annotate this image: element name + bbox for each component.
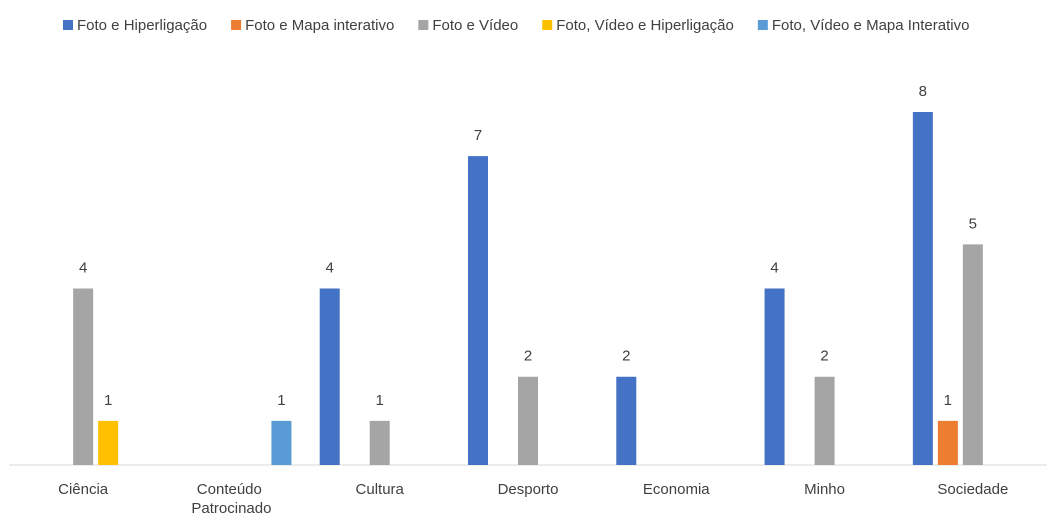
data-label: 5 [969, 215, 977, 232]
x-tick-label: Ciência [58, 481, 109, 498]
data-label: 1 [277, 392, 285, 409]
data-label: 2 [524, 348, 532, 365]
bar [468, 156, 488, 465]
data-label: 7 [474, 127, 482, 144]
x-tick-label: Economia [643, 481, 710, 498]
legend-label: Foto, Vídeo e Mapa Interativo [772, 17, 970, 34]
bar [98, 420, 119, 465]
bar [518, 376, 538, 465]
data-label: 4 [79, 259, 87, 276]
x-tick-label: Conteúdo Patrocinado [191, 481, 271, 515]
x-tick-label: Cultura [356, 481, 405, 498]
x-tick-label: Sociedade [937, 481, 1008, 498]
bar [616, 376, 637, 465]
legend-swatch [418, 20, 429, 30]
x-tick-label: Minho [804, 481, 845, 498]
legend-label: Foto e Hiperligação [77, 17, 207, 34]
legend-swatch [542, 20, 553, 30]
legend-label: Foto, Vídeo e Hiperligação [556, 17, 734, 34]
bar [319, 288, 340, 465]
legend-swatch [231, 20, 242, 30]
bar [937, 420, 958, 465]
x-tick-label: Desporto [498, 481, 559, 498]
legend-swatch [63, 20, 73, 30]
legend-swatch [757, 20, 768, 30]
bar [814, 376, 835, 465]
data-label: 1 [104, 392, 112, 409]
bar [962, 244, 983, 465]
bar [369, 420, 390, 465]
data-label: 1 [944, 392, 952, 409]
bar [271, 420, 292, 465]
legend-label: Foto e Mapa interativo [245, 17, 394, 34]
bar [912, 112, 933, 465]
data-label: 4 [770, 259, 778, 276]
x-tick-line: Conteúdo [197, 481, 266, 498]
bar [764, 288, 785, 465]
data-label: 4 [326, 259, 334, 276]
legend-label: Foto e Vídeo [432, 17, 518, 34]
data-label: 2 [820, 348, 828, 365]
data-label: 8 [919, 83, 927, 100]
data-label: 2 [622, 348, 630, 365]
data-label: 1 [376, 392, 384, 409]
bar [73, 288, 94, 465]
x-tick-line: Patrocinado [191, 500, 271, 515]
